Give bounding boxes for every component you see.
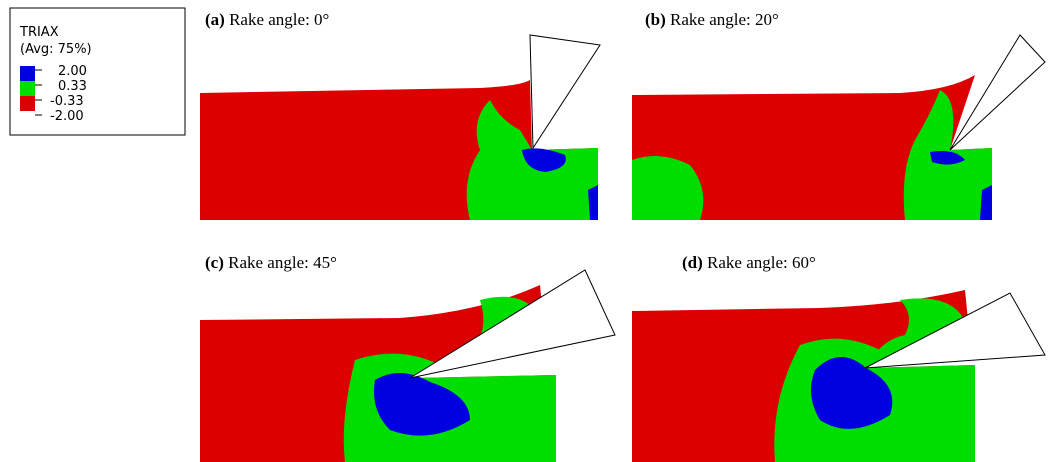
panel-caption: Rake angle: 60° — [707, 253, 816, 272]
panel-caption: Rake angle: 45° — [228, 253, 337, 272]
contour-plot — [632, 290, 1046, 462]
legend-title: TRIAX — [19, 25, 59, 40]
legend-swatch — [20, 81, 35, 96]
panel-id: (b) — [645, 10, 666, 29]
panel-id: (d) — [682, 253, 703, 272]
legend-subtitle: (Avg: 75%) — [20, 42, 92, 57]
panel-label: (b) Rake angle: 20° — [645, 10, 779, 29]
legend-swatch — [20, 96, 35, 111]
legend-level: 2.00 — [58, 64, 87, 79]
legend-level: -0.33 — [50, 94, 84, 109]
panel-label: (a) Rake angle: 0° — [205, 10, 329, 29]
legend-box — [9, 7, 186, 136]
legend-level: -2.00 — [50, 109, 84, 124]
panel-id: (c) — [205, 253, 224, 272]
panel-caption: Rake angle: 20° — [670, 10, 779, 29]
panel-label: (d) Rake angle: 60° — [682, 253, 816, 272]
contour-plot — [200, 34, 601, 220]
contour-plot — [632, 34, 1046, 220]
contour-plot — [200, 269, 616, 462]
panel-id: (a) — [205, 10, 225, 29]
panel-label: (c) Rake angle: 45° — [205, 253, 337, 272]
legend-swatch — [20, 66, 35, 81]
panel-caption: Rake angle: 0° — [229, 10, 329, 29]
legend-level: 0.33 — [58, 79, 87, 94]
